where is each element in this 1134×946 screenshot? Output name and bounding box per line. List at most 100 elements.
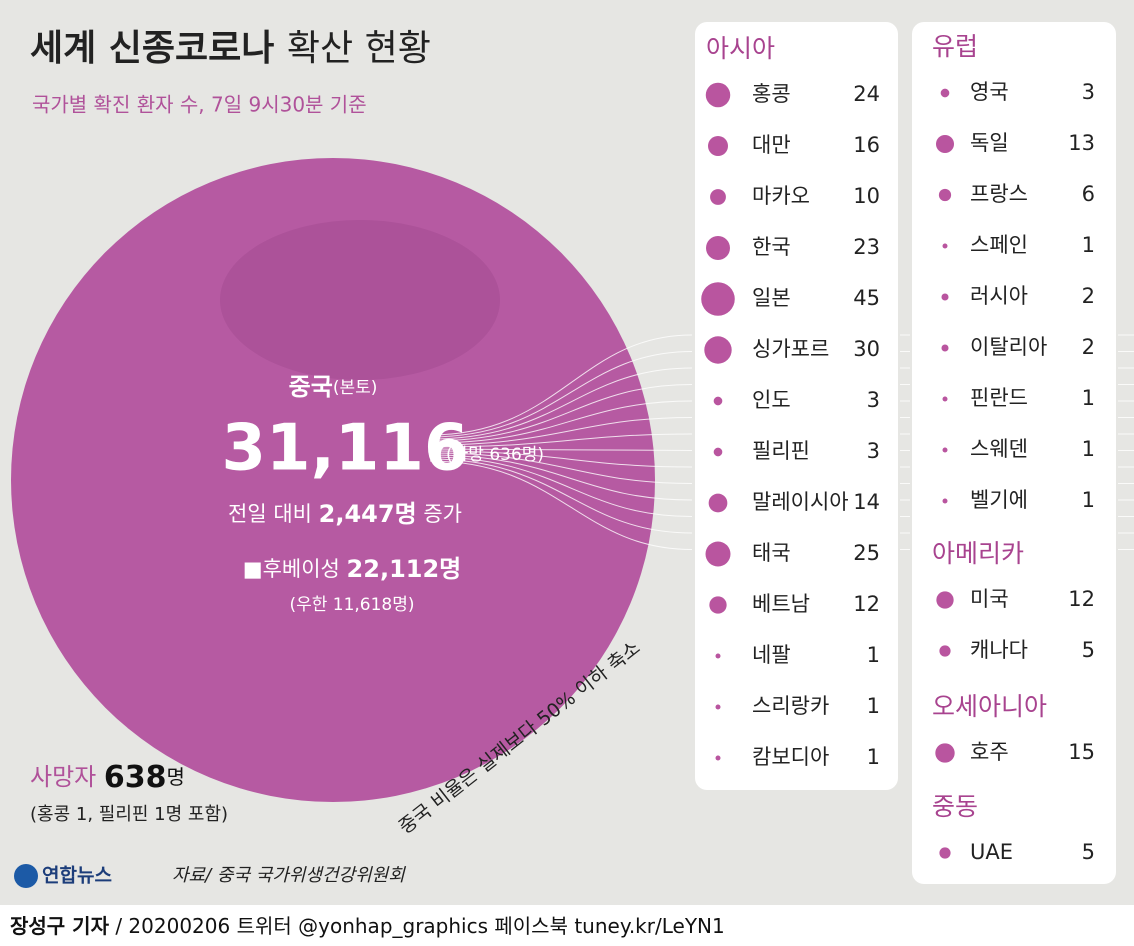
connector-line [429, 456, 693, 517]
reporter: 장성구 기자 [10, 914, 110, 938]
wuhan: (우한 11,618명) [289, 595, 414, 615]
case-count: 10 [853, 184, 880, 208]
case-dot [939, 645, 951, 657]
case-dot [705, 541, 731, 567]
increase-suffix: 증가 [423, 502, 462, 526]
hubei-value: 22,112명 [347, 555, 462, 583]
connector-line [429, 454, 693, 501]
connector-line [429, 448, 693, 451]
case-count: 5 [1082, 840, 1095, 864]
country-name: 한국 [752, 235, 791, 259]
case-count: 14 [853, 490, 880, 514]
case-count: 3 [867, 388, 880, 412]
deaths-total: 사망자 638명 [30, 760, 185, 795]
connector-line [429, 433, 693, 448]
case-count: 2 [1082, 284, 1095, 308]
case-dot [706, 236, 730, 260]
connector-line [429, 367, 693, 440]
connector-line [429, 334, 693, 436]
country-name: 프랑스 [970, 182, 1028, 206]
case-count: 1 [1082, 386, 1095, 410]
china-cases: 31,116 [222, 412, 469, 486]
country-name: 핀란드 [970, 386, 1028, 410]
other-panel [912, 22, 1116, 884]
connector-line [429, 458, 693, 534]
footer-band [0, 905, 1134, 946]
case-dot [942, 396, 948, 402]
case-dot [708, 493, 728, 513]
case-count: 3 [867, 439, 880, 463]
case-dot [935, 134, 955, 154]
case-count: 1 [867, 694, 880, 718]
logo: 연합뉴스 [42, 865, 112, 887]
case-count: 1 [1082, 233, 1095, 257]
connector-line [429, 417, 693, 446]
case-count: 15 [1068, 740, 1095, 764]
case-count: 16 [853, 133, 880, 157]
country-name: 미국 [970, 587, 1009, 611]
case-count: 2 [1082, 335, 1095, 359]
connector-line [429, 351, 693, 438]
deaths-label: 사망자 [30, 763, 96, 791]
case-dot [705, 82, 731, 108]
logo-icon [14, 864, 38, 888]
case-dot [935, 743, 955, 763]
country-name: 스웨덴 [970, 437, 1028, 461]
case-dot [941, 344, 949, 352]
case-dot [941, 293, 949, 301]
country-name: 마카오 [752, 184, 810, 208]
connector-line [429, 452, 693, 484]
case-count: 13 [1068, 131, 1095, 155]
case-dot [704, 336, 732, 364]
country-name: 인도 [752, 388, 791, 412]
case-count: 23 [853, 235, 880, 259]
country-name: 싱가포르 [752, 337, 829, 361]
region-header: 아메리카 [932, 539, 1024, 568]
country-name: 러시아 [970, 284, 1028, 308]
country-name: 베트남 [752, 592, 810, 616]
title-bold: 세계 신종코로나 [30, 28, 274, 69]
country-name: 일본 [752, 286, 791, 310]
country-name: 벨기에 [970, 488, 1028, 512]
country-name: UAE [970, 840, 1013, 864]
title-light: 확산 현황 [287, 28, 431, 69]
case-count: 12 [1068, 587, 1095, 611]
china-name: 중국(본토) [289, 373, 378, 401]
country-name: 스페인 [970, 233, 1028, 257]
case-dot [710, 189, 726, 205]
country-name: 이탈리아 [970, 335, 1047, 359]
case-dot [939, 847, 951, 859]
country-name: 영국 [970, 80, 1009, 104]
region-header: 오세아니아 [932, 692, 1047, 721]
deaths-value: 638 [104, 760, 167, 795]
connector-line [429, 400, 693, 444]
case-count: 45 [853, 286, 880, 310]
case-count: 1 [867, 745, 880, 769]
case-count: 1 [867, 643, 880, 667]
source: 자료/ 중국 국가위생건강위원회 [172, 865, 406, 886]
case-count: 3 [1082, 80, 1095, 104]
country-name: 캄보디아 [752, 745, 829, 769]
country-name: 네팔 [752, 643, 791, 667]
connector-line [429, 384, 693, 442]
footer-rest: / 20200206 트위터 @yonhap_graphics 페이스북 tun… [115, 914, 724, 938]
asia-panel [695, 22, 898, 790]
connector-line [429, 460, 693, 550]
case-dot [715, 653, 721, 659]
subtitle: 국가별 확진 환자 수, 7일 9시30분 기준 [32, 93, 367, 117]
case-count: 30 [853, 337, 880, 361]
case-dot [701, 282, 735, 316]
china-increase: 전일 대비 2,447명 증가 [228, 500, 462, 528]
case-count: 5 [1082, 638, 1095, 662]
country-name: 말레이시아 [752, 490, 849, 514]
case-dot [709, 596, 727, 614]
increase-value: 2,447명 [319, 500, 417, 528]
hubei: ■후베이성 22,112명 [243, 555, 462, 583]
hubei-label: ■후베이성 [243, 557, 340, 581]
china-deaths: (사망 636명) [446, 445, 544, 465]
case-dot [715, 704, 721, 710]
connector-line [429, 450, 693, 468]
case-dot [715, 755, 721, 761]
increase-prefix: 전일 대비 [228, 502, 312, 526]
country-name: 독일 [970, 131, 1009, 155]
